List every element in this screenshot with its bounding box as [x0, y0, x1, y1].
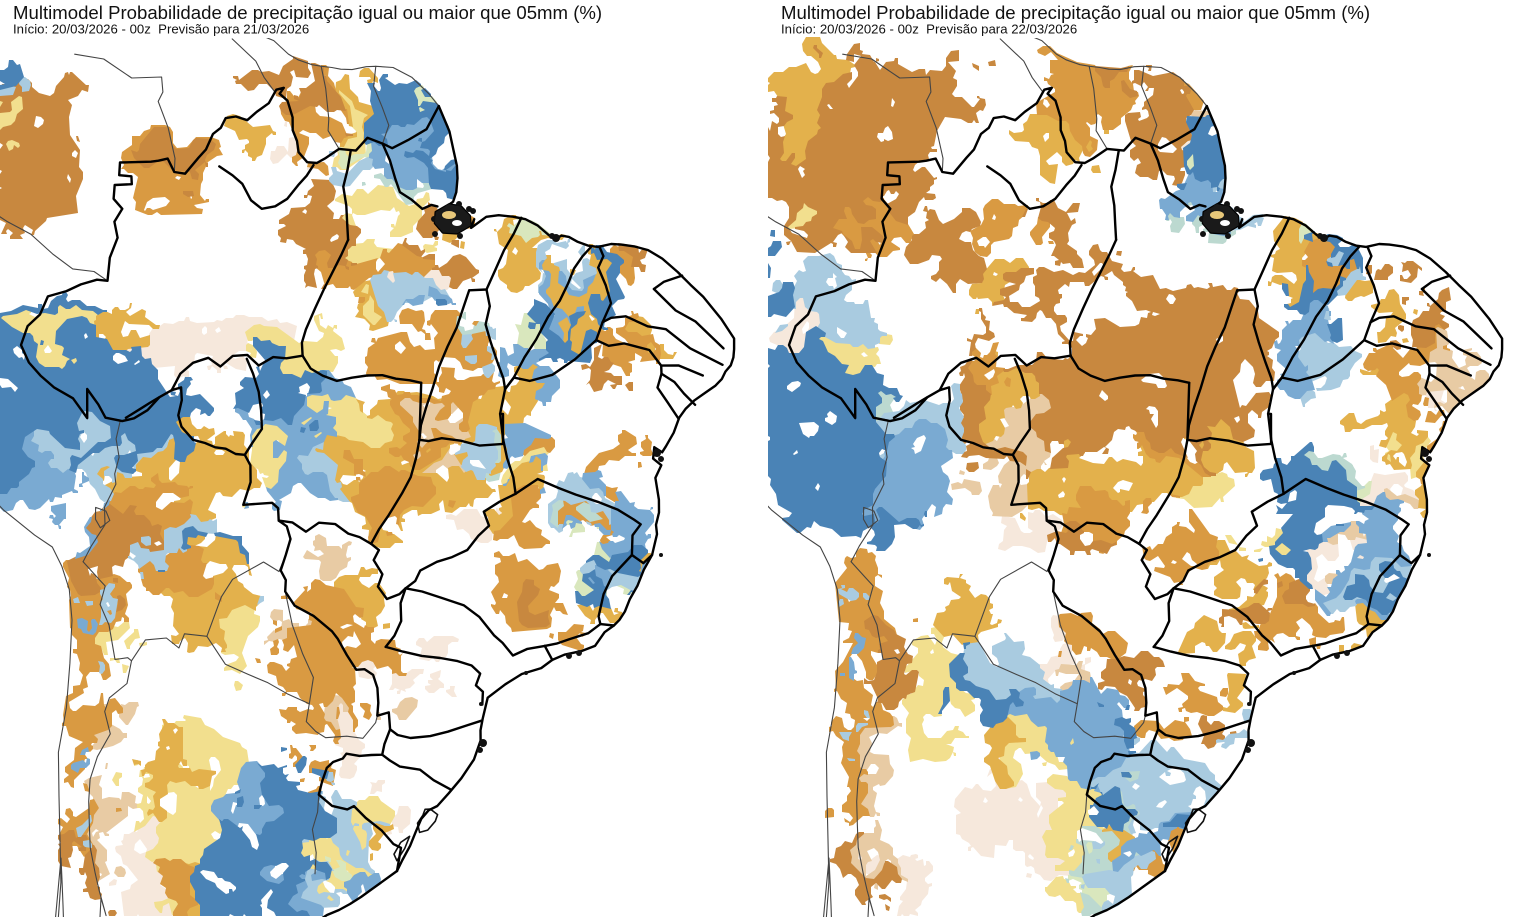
- svg-text:Multimodel Probabilidade de pr: Multimodel Probabilidade de precipitação…: [13, 2, 602, 23]
- svg-text:Início: 20/03/2026 - 00z Prev: Início: 20/03/2026 - 00z Previsão para 2…: [13, 22, 309, 37]
- svg-text:Início: 20/03/2026 - 00z Prev: Início: 20/03/2026 - 00z Previsão para 2…: [781, 22, 1077, 37]
- svg-text:Multimodel Probabilidade de pr: Multimodel Probabilidade de precipitação…: [781, 2, 1370, 23]
